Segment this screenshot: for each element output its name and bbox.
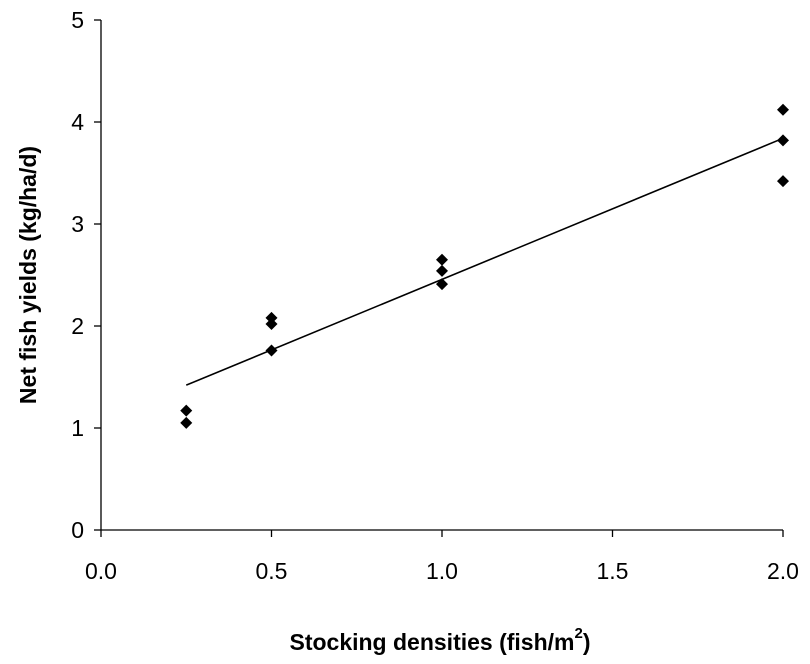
axis-ticks: 0 1 2 3 4 5 0.0 0.5 1.0 1.5 2.0 [71, 7, 799, 584]
x-axis-title-close: ) [583, 629, 591, 655]
data-point-diamond [436, 278, 448, 291]
x-tick-label: 1.5 [597, 558, 629, 584]
data-point-diamond [777, 175, 789, 188]
x-axis-title-main: Stocking densities (fish/m [289, 629, 574, 655]
data-point-diamond [180, 416, 193, 429]
data-points [180, 103, 789, 429]
y-tick-label: 4 [71, 109, 84, 135]
x-tick-label: 0.0 [85, 558, 117, 584]
y-tick-label: 3 [71, 211, 84, 237]
data-point-diamond [436, 264, 448, 277]
data-point-diamond [777, 134, 789, 147]
x-tick-label: 0.5 [256, 558, 288, 584]
trendline [185, 137, 784, 386]
x-axis-title: Stocking densities (fish/m2) [289, 625, 590, 655]
y-tick-label: 0 [71, 517, 84, 543]
x-tick-label: 1.0 [426, 558, 458, 584]
data-point-diamond [777, 103, 789, 116]
y-tick-label: 1 [71, 415, 84, 441]
data-point-diamond [265, 317, 278, 330]
data-point-diamond [436, 253, 448, 266]
y-tick-label: 2 [71, 313, 84, 339]
x-tick-label: 2.0 [767, 558, 799, 584]
data-point-diamond [265, 344, 278, 357]
data-point-diamond [265, 311, 278, 324]
data-point-diamond [180, 404, 193, 417]
y-tick-label: 5 [71, 7, 84, 33]
y-axis-title: Net fish yields (kg/ha/d) [15, 146, 41, 404]
x-axis-title-superscript: 2 [574, 625, 582, 642]
